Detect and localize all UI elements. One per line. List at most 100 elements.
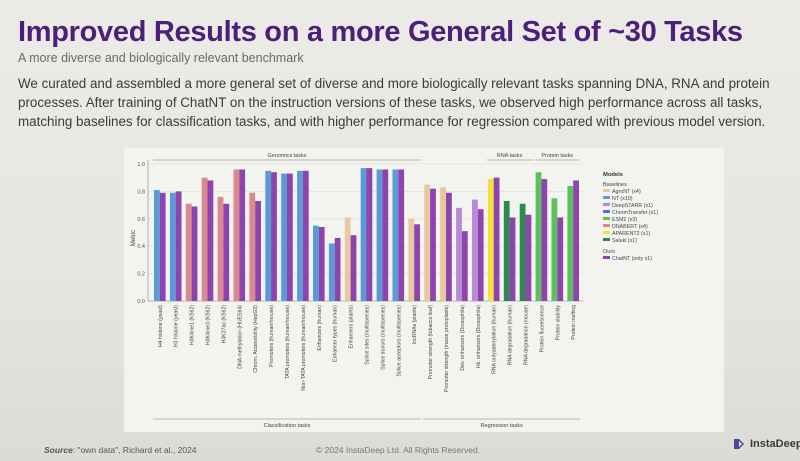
bar-baseline <box>265 170 272 301</box>
bar-baseline <box>424 184 431 301</box>
bottom-group-label: Regression tasks <box>481 423 523 429</box>
bar-chatnt <box>382 169 389 301</box>
x-tick-label: Enhancers (plants) <box>349 305 355 349</box>
bar-chatnt <box>223 203 230 301</box>
bar-chatnt <box>525 214 532 301</box>
bar-chatnt <box>191 206 198 301</box>
bar-chatnt <box>430 188 436 301</box>
logo-text: InstaDeep™ <box>750 438 800 450</box>
bar-baseline <box>472 199 478 301</box>
x-tick-label: Hk. enhancers (Drosophila) <box>476 305 482 368</box>
bar-chatnt <box>271 172 277 301</box>
y-tick-label: 0.4 <box>137 244 145 250</box>
bar-baseline <box>456 207 462 301</box>
legend-entry: AgroNT (x4) <box>612 189 641 195</box>
bar-baseline <box>185 203 192 301</box>
bar-chatnt <box>461 231 468 301</box>
instadeep-logo: InstaDeep™ <box>732 437 800 451</box>
bar-baseline <box>154 190 160 301</box>
y-axis-label: Metric <box>131 230 137 246</box>
bar-baseline <box>297 170 303 301</box>
bar-chatnt <box>302 170 309 301</box>
bar-baseline <box>519 203 526 301</box>
x-tick-label: Promoters (human/mouse) <box>269 305 275 367</box>
x-tick-label: Protein fluorescence <box>539 305 545 352</box>
legend-swatch <box>603 217 610 220</box>
y-tick-label: 0.0 <box>137 299 145 305</box>
bar-chatnt <box>159 192 166 301</box>
slide-paragraph: We curated and assembled a more general … <box>18 76 770 129</box>
x-tick-label: H3K4me1 (K562) <box>190 305 196 345</box>
bar-baseline <box>313 225 319 301</box>
bar-baseline <box>487 179 494 301</box>
x-tick-label: lncRNAs (plants) <box>412 305 418 344</box>
x-tick-label: Promoter strength (tobacco leaf) <box>428 305 434 380</box>
legend-entry: ChatNT (only x1) <box>612 256 652 262</box>
x-tick-label: Splice donors (multispecies) <box>380 305 386 370</box>
x-tick-label: Protein stability <box>555 305 561 341</box>
legend-swatch <box>603 224 610 227</box>
x-tick-label: Splice sites (multispecies) <box>365 305 371 365</box>
bar-baseline <box>408 218 415 301</box>
bar-baseline <box>201 177 208 301</box>
x-tick-label: TATA promoters (human/mouse) <box>285 305 291 380</box>
source-text: : "own data", Richard et al., 2024 <box>72 445 197 455</box>
instadeep-logo-icon <box>734 439 744 449</box>
bar-baseline <box>233 169 240 301</box>
source-note: Source: "own data", Richard et al., 2024 <box>44 445 197 455</box>
bar-chatnt <box>446 192 452 301</box>
legend-swatch <box>603 256 610 259</box>
slide-subtitle: A more diverse and biologically relevant… <box>18 51 304 65</box>
bar-baseline <box>567 185 574 301</box>
bar-baseline <box>328 243 335 301</box>
x-tick-label: Chrom. Accessibility (HepG2) <box>253 305 259 373</box>
bar-baseline <box>344 217 351 301</box>
legend-swatch <box>603 203 610 206</box>
legend-entry: Saluki (x1) <box>612 238 637 244</box>
bar-chatnt <box>350 235 357 301</box>
y-tick-label: 1.0 <box>137 162 145 168</box>
x-tick-label: RNA degradation (mouse) <box>524 305 530 365</box>
bar-baseline <box>503 200 510 301</box>
x-tick-label: H3 histone (yeast) <box>174 305 180 347</box>
x-tick-label: RNA degradation (human) <box>508 305 514 366</box>
bar-chatnt <box>175 191 182 301</box>
legend-entry: ChromTransfer (x1) <box>612 210 658 216</box>
x-tick-label: H4 histone (yeast) <box>158 305 164 347</box>
x-tick-label: DNA methylation (HUES64) <box>237 305 243 369</box>
legend-entry: ESM2 (x3) <box>612 217 637 223</box>
legend-swatch <box>603 238 610 241</box>
bar-chatnt <box>255 200 261 301</box>
bar-chatnt <box>398 169 405 301</box>
legend-swatch <box>603 231 610 234</box>
legend-swatch <box>603 210 610 213</box>
bar-baseline <box>217 196 224 301</box>
y-tick-label: 0.2 <box>137 272 145 278</box>
top-group-label: Protein tasks <box>541 153 573 159</box>
bar-chatnt <box>318 227 325 301</box>
bar-chatnt <box>239 169 246 301</box>
x-tick-label: H3K4me3 (K562) <box>206 305 212 345</box>
top-group-label: RNA tasks <box>497 153 523 159</box>
y-tick-label: 0.6 <box>137 217 145 223</box>
bar-chatnt <box>287 173 293 301</box>
legend-section-label: Ours <box>603 249 615 255</box>
bar-baseline <box>249 192 256 301</box>
bar-baseline <box>440 187 446 301</box>
bar-chatnt <box>334 237 341 301</box>
bar-chatnt <box>207 180 214 301</box>
x-tick-label: Splice acceptors (multispecies) <box>396 305 402 377</box>
bar-baseline <box>360 168 367 301</box>
x-tick-label: Dev. enhancers (Drosophila) <box>460 305 466 371</box>
legend-entry: DNABERT (x4) <box>612 224 648 230</box>
bottom-group-label: Classification tasks <box>264 423 311 429</box>
bar-baseline <box>281 173 287 301</box>
legend-swatch <box>603 196 610 199</box>
copyright-text: © 2024 InstaDeep Ltd. All Rights Reserve… <box>316 445 481 455</box>
y-tick-label: 0.8 <box>137 189 145 195</box>
bar-chatnt <box>414 224 420 301</box>
top-group-label: Genomics tasks <box>267 153 306 159</box>
bar-chatnt <box>477 209 484 301</box>
